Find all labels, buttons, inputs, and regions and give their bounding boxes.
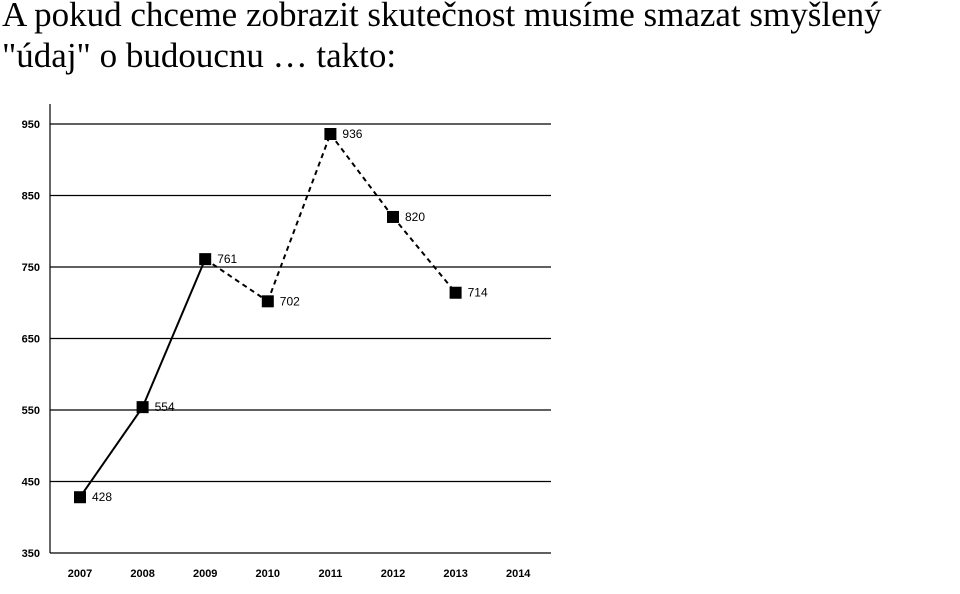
data-point-2008	[136, 401, 149, 414]
line-segment-2007-2008	[79, 406, 144, 498]
line-segment-2008-2009	[141, 258, 207, 408]
line-segment-2009-2010	[204, 258, 269, 303]
x-tick-label: 2009	[193, 568, 217, 580]
y-tick-label: 450	[22, 477, 40, 489]
data-label-2010: 702	[280, 294, 300, 308]
y-tick-label: 850	[22, 191, 40, 203]
x-tick-label: 2011	[318, 568, 342, 580]
data-label-2007: 428	[92, 490, 112, 504]
data-label-2009: 761	[217, 252, 237, 266]
y-tick-label: 650	[22, 334, 40, 346]
data-labels: 428 554 761 702 936 820 714	[92, 127, 488, 504]
y-tick-label: 950	[22, 119, 40, 131]
y-tick-label: 750	[22, 262, 40, 274]
line-segment-2010-2011	[266, 133, 332, 302]
y-tick-label: 350	[22, 548, 40, 560]
x-tick-label: 2014	[506, 568, 531, 580]
data-point-2012	[387, 210, 399, 223]
data-label-2012: 820	[405, 210, 425, 224]
data-markers	[74, 128, 462, 504]
heading-line-1: A pokud chceme zobrazit skutečnost musím…	[2, 0, 882, 34]
data-point-2013	[449, 286, 462, 299]
x-tick-label: 2007	[68, 568, 92, 580]
x-tick-label: 2008	[130, 568, 154, 580]
data-point-2011	[324, 128, 337, 141]
heading-line-2: "údaj" o budoucnu … takto:	[2, 36, 397, 75]
x-tick-labels: 2007 2008 2009 2010 2011 2012 2013 2014	[68, 568, 532, 580]
series-line	[79, 133, 457, 498]
data-point-2007	[74, 491, 86, 504]
line-segment-2012-2013	[392, 216, 457, 294]
data-label-2013: 714	[468, 286, 488, 300]
data-point-2010	[261, 295, 274, 308]
grid-lines	[50, 123, 551, 554]
data-label-2011: 936	[342, 127, 362, 141]
line-segment-2011-2012	[329, 133, 394, 218]
x-tick-label: 2010	[256, 568, 280, 580]
y-tick-label: 550	[22, 405, 40, 417]
page-heading: A pokud chceme zobrazit skutečnost musím…	[2, 0, 960, 76]
x-tick-label: 2013	[443, 568, 467, 580]
data-point-2009	[199, 253, 212, 266]
x-tick-label: 2012	[381, 568, 405, 580]
y-tick-labels: 350 450 550 650 750 850 950	[22, 119, 40, 560]
data-label-2008: 554	[155, 400, 175, 414]
